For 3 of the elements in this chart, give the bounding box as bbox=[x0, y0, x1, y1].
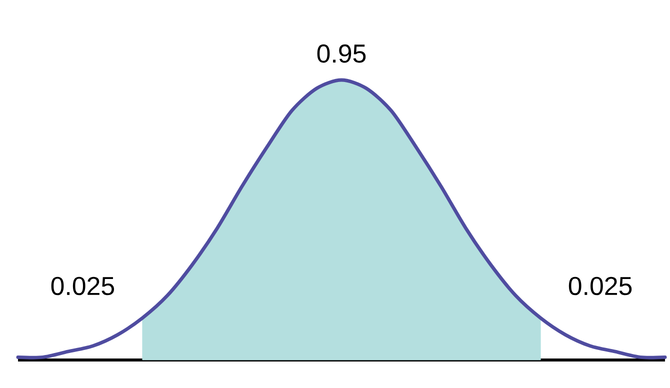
text: 0.95 bbox=[317, 44, 366, 63]
annotation: 0.025 bbox=[51, 276, 114, 296]
annotation: 0.025 bbox=[568, 276, 632, 296]
